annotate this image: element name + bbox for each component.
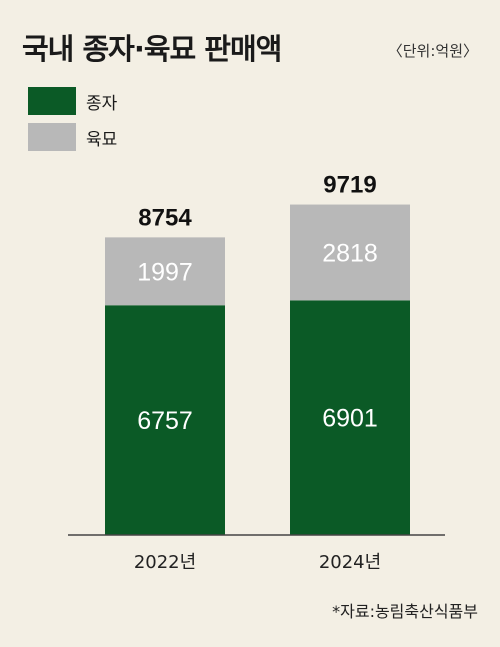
bar-total-label-1: 9719 bbox=[323, 172, 376, 199]
bar-total-label-0: 8754 bbox=[138, 204, 192, 231]
legend-item-seed: 종자 bbox=[28, 86, 117, 116]
bar-value-label-seed-0: 6757 bbox=[137, 407, 193, 435]
bar-value-label-seedling-0: 1997 bbox=[137, 258, 193, 286]
category-label-1: 2024년 bbox=[319, 552, 381, 573]
bar-value-label-seedling-1: 2818 bbox=[322, 239, 378, 267]
bar-seedling-0 bbox=[105, 237, 225, 306]
bar-seed-1 bbox=[290, 300, 410, 535]
source-note: *자료:농림축산식품부 bbox=[332, 602, 478, 621]
legend-swatch-seed bbox=[28, 87, 76, 115]
legend: 종자 육묘 bbox=[28, 86, 117, 158]
chart-title: 국내 종자·육묘 판매액 bbox=[22, 32, 282, 66]
bar-seedling-1 bbox=[290, 204, 410, 301]
legend-label-seedling: 육묘 bbox=[86, 129, 118, 150]
legend-item-seedling: 육묘 bbox=[28, 122, 117, 152]
legend-swatch-seedling bbox=[28, 123, 76, 151]
unit-label: 〈단위:억원〉 bbox=[387, 42, 478, 60]
category-label-0: 2022년 bbox=[134, 552, 196, 573]
legend-label-seed: 종자 bbox=[86, 93, 118, 114]
bar-seed-0 bbox=[105, 305, 225, 535]
bar-value-label-seed-1: 6901 bbox=[322, 405, 378, 433]
